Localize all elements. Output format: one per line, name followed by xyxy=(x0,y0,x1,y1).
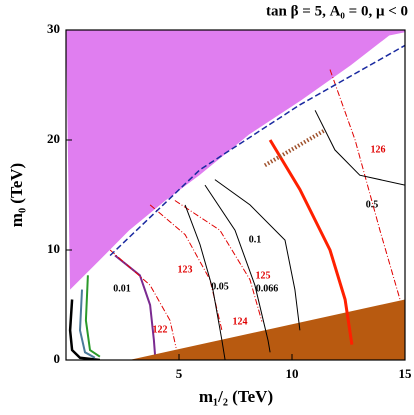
contour-line xyxy=(109,249,177,349)
contour-label: 126 xyxy=(371,144,386,155)
contour-line xyxy=(263,128,327,168)
contour-line xyxy=(84,275,101,358)
x-tick-label: 10 xyxy=(286,366,299,381)
region xyxy=(66,30,405,290)
contour-label: 123 xyxy=(178,264,193,275)
y-tick-label: 0 xyxy=(54,351,61,366)
y-tick-label: 30 xyxy=(47,21,60,36)
contour-line xyxy=(78,289,96,359)
contour-line xyxy=(174,200,263,322)
contour-label: 0.1 xyxy=(249,234,262,245)
contour-line xyxy=(268,139,354,345)
x-axis-label: m₁/₂ (TeV) xyxy=(199,387,273,406)
contour-label: 125 xyxy=(256,270,271,281)
contour-line xyxy=(329,69,401,300)
contour-label: 0.05 xyxy=(211,281,229,292)
contour-label: 122 xyxy=(153,324,168,335)
contour-line xyxy=(314,110,405,186)
contour-label: 0.5 xyxy=(366,199,379,210)
y-axis-label: m₀ (TeV) xyxy=(7,163,26,227)
contour-line xyxy=(114,254,156,355)
contour-line xyxy=(68,299,101,360)
contour-line xyxy=(204,184,271,353)
contour-line xyxy=(184,204,226,360)
contour-label: 0.066 xyxy=(256,283,279,294)
chart-title: tan β = 5, A₀ = 0, μ < 0 xyxy=(266,3,408,19)
region xyxy=(129,299,405,360)
plot-frame xyxy=(65,29,406,361)
contour-line xyxy=(109,44,405,257)
contour-label: 124 xyxy=(233,316,248,327)
x-tick-label: 5 xyxy=(176,366,183,381)
contour-label: 0.01 xyxy=(113,283,131,294)
contour-line xyxy=(214,179,301,331)
x-tick-label: 15 xyxy=(399,366,413,381)
y-tick-label: 10 xyxy=(47,241,60,256)
y-tick-label: 20 xyxy=(47,131,60,146)
